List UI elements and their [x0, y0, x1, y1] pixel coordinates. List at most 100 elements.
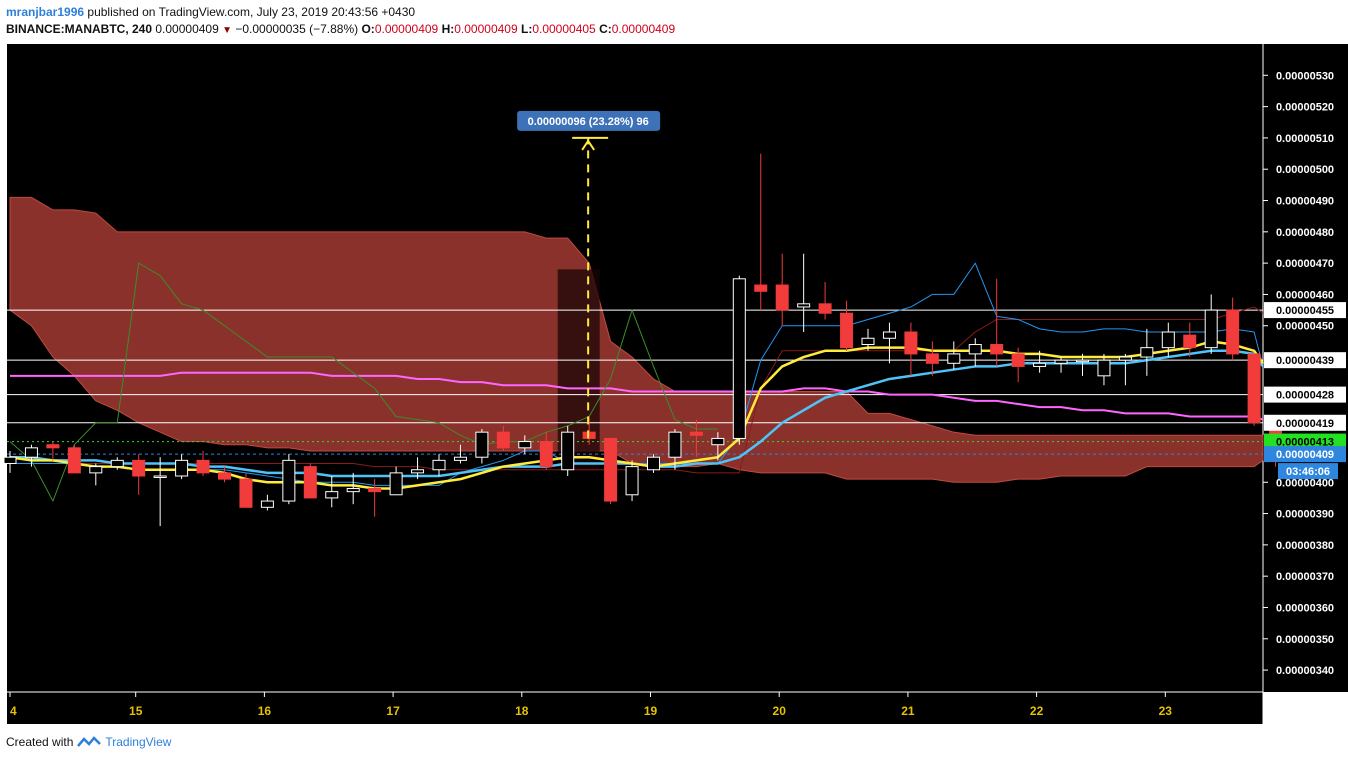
price-tick: 0.00000480: [1276, 227, 1334, 239]
candle-body: [282, 459, 296, 502]
candle: [475, 429, 489, 464]
candle-body: [260, 500, 274, 508]
candle: [110, 457, 124, 470]
candle-body: [840, 312, 854, 349]
candle: [561, 425, 575, 476]
candle: [861, 328, 875, 351]
tradingview-brand[interactable]: TradingView: [105, 735, 172, 749]
price-tick: 0.00000520: [1276, 102, 1334, 114]
candle-body: [389, 472, 403, 496]
candle-body: [196, 459, 210, 474]
tradingview-logo-icon: [77, 736, 102, 747]
candle: [689, 419, 703, 458]
candle-body: [689, 431, 703, 436]
candle: [389, 466, 403, 496]
candle: [1204, 294, 1218, 354]
candle-body: [303, 466, 317, 499]
candle-body: [925, 353, 939, 364]
candle: [625, 460, 639, 502]
candle: [1076, 353, 1089, 376]
candle: [711, 432, 725, 461]
ma-long-line: [10, 371, 1264, 421]
date-label: 15: [129, 704, 143, 718]
date-label: 23: [1159, 704, 1173, 718]
created-with-text: Created with: [6, 735, 74, 749]
candle: [132, 454, 146, 495]
candle: [882, 322, 896, 364]
candle: [1183, 322, 1197, 358]
candle-body: [368, 488, 382, 493]
candle-body: [3, 456, 17, 464]
candle: [24, 444, 38, 467]
ohlc-legend: BINANCE:MANABTC, 240 0.00000409 ▼ −0.000…: [6, 22, 675, 36]
publish-info: mranjbar1996 published on TradingView.co…: [6, 5, 415, 19]
level-label: 0.00000419: [1276, 418, 1334, 430]
level-label: 0.00000439: [1276, 355, 1334, 367]
candle-body: [24, 447, 38, 458]
price-tick: 0.00000500: [1276, 164, 1334, 176]
author-link[interactable]: mranjbar1996: [6, 5, 85, 19]
candle: [303, 463, 317, 499]
candle: [411, 457, 425, 480]
price-chart[interactable]: 0.00000096 (23.28%) 96 0.00000530 0.00000…: [0, 44, 1348, 724]
green-level-label: 0.00000413: [1276, 437, 1334, 449]
candle: [175, 454, 189, 480]
candle: [818, 281, 832, 320]
candle: [647, 454, 660, 473]
date-label: 21: [901, 704, 915, 718]
publish-text: published on TradingView.com, July 23, 2…: [87, 5, 416, 19]
price-tick: 0.00000530: [1276, 70, 1334, 82]
candle: [3, 450, 17, 473]
candle: [46, 441, 60, 461]
down-arrow-icon: ▼: [222, 25, 233, 36]
candle-body: [496, 431, 510, 449]
candle: [732, 275, 746, 445]
candle: [1247, 353, 1261, 426]
level-label: 0.00000428: [1276, 390, 1334, 402]
countdown-box: [1278, 463, 1338, 480]
candle: [196, 450, 210, 476]
price-tick: 0.00000510: [1276, 133, 1334, 145]
candle-body: [218, 472, 231, 480]
last-price: 0.00000409: [155, 22, 219, 36]
date-label: 18: [515, 704, 529, 718]
close-label: C:: [599, 22, 612, 36]
candle-body: [153, 475, 167, 478]
green-level-box: [1264, 433, 1346, 450]
candle: [754, 153, 768, 311]
time-axis[interactable]: [7, 692, 1263, 724]
candle: [668, 429, 682, 470]
symbol-label[interactable]: BINANCE:MANABTC, 240: [6, 22, 153, 36]
candle: [218, 466, 231, 483]
open-value: 0.00000409: [374, 22, 439, 36]
candle: [1054, 357, 1068, 373]
measure-label-box: [517, 110, 661, 131]
candle-body: [711, 437, 725, 446]
candle: [368, 479, 382, 517]
candle: [282, 454, 296, 505]
candle: [840, 300, 854, 351]
candle-body: [947, 353, 961, 364]
candle-body: [818, 303, 832, 314]
candle-body: [175, 459, 189, 477]
high-value: 0.00000409: [454, 22, 518, 36]
measure-arrow-icon: [581, 139, 595, 151]
candle-body: [1076, 359, 1089, 363]
candle-body: [67, 447, 81, 474]
footer: Created with TradingView: [6, 735, 171, 749]
candle-body: [132, 459, 146, 477]
candle-body: [1054, 359, 1068, 364]
date-label: 22: [1030, 704, 1044, 718]
candle: [89, 463, 103, 486]
candle: [947, 341, 961, 370]
candle: [1140, 328, 1154, 376]
candle-body: [411, 469, 425, 474]
low-label: L:: [520, 22, 533, 36]
candle: [239, 472, 253, 508]
candle-body: [1247, 353, 1261, 424]
ichimoku-cloud: [9, 196, 1264, 483]
candle: [346, 472, 360, 505]
candle-body: [346, 488, 360, 493]
candle-body: [89, 466, 103, 474]
price-tick: 0.00000390: [1276, 509, 1334, 521]
